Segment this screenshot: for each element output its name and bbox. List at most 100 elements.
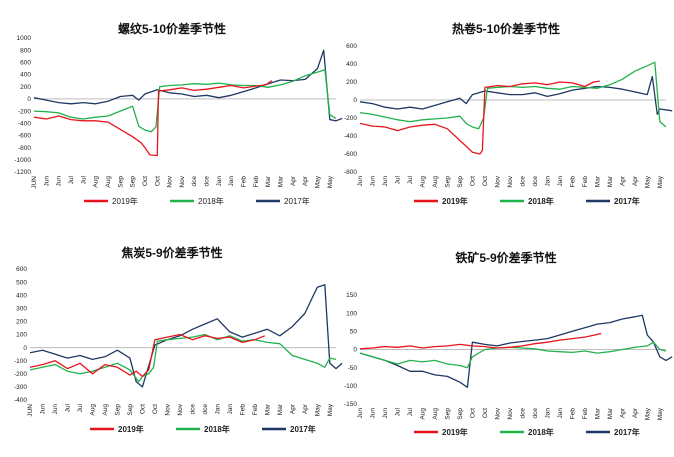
- y-tick-label: -600: [344, 151, 357, 158]
- x-tick-label: Jun: [43, 176, 50, 187]
- y-tick-label: -200: [18, 108, 31, 115]
- legend-label-y2017: 2017年: [284, 196, 310, 206]
- x-tick-label: Nov: [507, 175, 514, 187]
- x-tick-label: dce: [191, 176, 198, 187]
- x-tick-label: Feb: [253, 176, 260, 188]
- y-tick-label: 200: [20, 84, 31, 91]
- x-tick-label: Feb: [239, 404, 246, 416]
- x-tick-label: Oct: [142, 176, 149, 186]
- y-tick-label: 600: [16, 266, 27, 273]
- series-line-y2017: [33, 49, 343, 122]
- x-tick-label: Jul: [64, 403, 71, 412]
- x-tick-label: Jul: [407, 407, 414, 416]
- x-tick-label: Apr: [302, 403, 309, 414]
- x-tick-label: Jun: [56, 176, 63, 187]
- x-tick-label: dce: [532, 176, 539, 187]
- y-tick-label: -400: [344, 133, 357, 140]
- x-tick-label: Aug: [432, 408, 439, 420]
- legend-label-y2018: 2018年: [528, 196, 554, 206]
- y-tick-label: -150: [344, 401, 357, 408]
- x-tick-label: JUN: [27, 404, 34, 417]
- y-tick-label: 50: [350, 329, 358, 336]
- x-tick-label: Oct: [482, 408, 489, 418]
- chart-hotcoil-spread: 热卷5-10价差季节性6004002000-200-400-600-800Jun…: [344, 21, 673, 206]
- x-tick-label: Nov: [167, 175, 174, 187]
- x-tick-label: Jul: [394, 175, 401, 184]
- series-line-y2017: [29, 284, 343, 388]
- x-tick-label: May: [657, 175, 664, 188]
- x-tick-label: May: [315, 175, 322, 188]
- legend-label-y2018: 2018年: [204, 424, 230, 434]
- x-tick-label: dce: [519, 176, 526, 187]
- legend-label-y2019: 2019年: [118, 424, 144, 434]
- y-tick-label: 200: [16, 319, 27, 326]
- x-tick-label: Oct: [139, 404, 146, 414]
- y-tick-label: -400: [14, 397, 27, 404]
- x-tick-label: Oct: [469, 176, 476, 186]
- y-tick-label: -400: [18, 120, 31, 127]
- x-tick-label: Jun: [357, 408, 364, 419]
- y-tick-label: -1200: [14, 169, 31, 176]
- y-tick-label: 100: [346, 310, 357, 317]
- x-tick-label: Jul: [394, 407, 401, 416]
- x-tick-label: Mar: [594, 407, 601, 419]
- legend-label-y2017: 2017年: [614, 427, 640, 437]
- x-tick-label: Feb: [582, 408, 589, 420]
- legend-label-y2019: 2019年: [442, 427, 468, 437]
- x-tick-label: Jun: [52, 404, 59, 415]
- x-tick-label: May: [314, 403, 321, 416]
- x-tick-label: Sep: [457, 176, 464, 188]
- legend-label-y2019: 2019年: [442, 196, 468, 206]
- x-tick-label: Mar: [264, 403, 271, 415]
- x-tick-label: Sep: [457, 408, 464, 420]
- x-tick-label: Aug: [419, 408, 426, 420]
- y-tick-label: -200: [14, 371, 27, 378]
- y-tick-label: 800: [20, 47, 31, 54]
- y-tick-label: -800: [344, 169, 357, 176]
- x-tick-label: Jun: [39, 404, 46, 415]
- x-tick-label: Aug: [105, 176, 112, 188]
- y-tick-label: 0: [23, 345, 27, 352]
- x-tick-label: Jan: [228, 176, 235, 187]
- y-tick-label: 1000: [17, 35, 32, 42]
- y-tick-label: -50: [348, 365, 358, 372]
- x-tick-label: Feb: [241, 176, 248, 188]
- y-tick-label: -800: [18, 145, 31, 152]
- x-tick-label: Jan: [216, 176, 223, 187]
- x-tick-label: Jan: [544, 408, 551, 419]
- x-tick-label: Oct: [469, 408, 476, 418]
- x-tick-label: dce: [532, 408, 539, 419]
- x-tick-label: Jun: [382, 176, 389, 187]
- x-tick-label: dce: [202, 404, 209, 415]
- x-tick-label: Jun: [357, 176, 364, 187]
- y-tick-label: 300: [16, 306, 27, 313]
- y-tick-label: -600: [18, 133, 31, 140]
- x-tick-label: Jul: [407, 175, 414, 184]
- legend-label-y2018: 2018年: [198, 196, 224, 206]
- series-line-y2018: [29, 333, 337, 383]
- x-tick-label: Feb: [569, 176, 576, 188]
- chart-coke-spread: 焦炭5-9价差季节性 600 500 400 300 200 100 0 -100 -200 -30…: [14, 245, 343, 434]
- y-tick-label: 100: [16, 332, 27, 339]
- y-tick-label: 200: [346, 79, 357, 86]
- series-line-y2018: [359, 61, 667, 130]
- legend-label-y2017: 2017年: [290, 424, 316, 434]
- x-tick-label: Mar: [277, 403, 284, 415]
- x-tick-label: Apr: [632, 175, 639, 186]
- x-tick-label: Feb: [569, 408, 576, 420]
- x-tick-label: Mar: [265, 175, 272, 187]
- x-tick-label: Jan: [557, 176, 564, 187]
- chart-title: 铁矿5-9价差季节性: [455, 250, 556, 265]
- x-tick-label: Aug: [93, 176, 100, 188]
- x-tick-label: Sep: [127, 404, 134, 416]
- x-tick-label: dce: [519, 408, 526, 419]
- x-tick-label: Jul: [68, 175, 75, 184]
- x-tick-label: Apr: [619, 407, 626, 418]
- x-tick-label: Jun: [369, 408, 376, 419]
- x-tick-label: May: [644, 175, 651, 188]
- x-tick-label: Oct: [152, 404, 159, 414]
- x-tick-label: Sep: [444, 176, 451, 188]
- x-tick-label: Jul: [80, 175, 87, 184]
- legend-label-y2018: 2018年: [528, 427, 554, 437]
- series-line-y2019: [359, 332, 602, 350]
